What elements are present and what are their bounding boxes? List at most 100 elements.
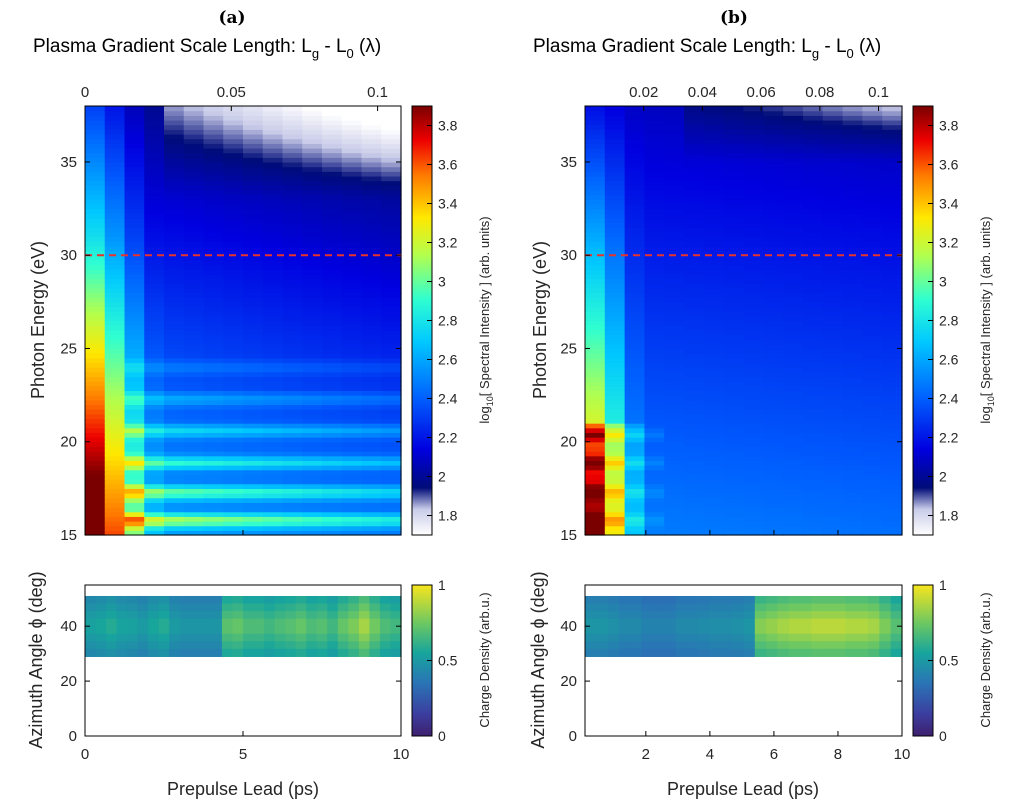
heatmap-cell xyxy=(183,133,205,140)
heatmap-cell xyxy=(85,441,106,447)
heatmap-cell xyxy=(243,292,264,298)
heatmap-cell xyxy=(842,292,863,298)
heatmap-cell xyxy=(703,362,725,368)
heatmap-cell xyxy=(604,106,626,112)
heatmap-cell xyxy=(763,320,784,326)
heatmap-cell xyxy=(223,381,244,387)
heatmap-cell xyxy=(164,479,185,485)
heatmap-cell xyxy=(624,147,646,154)
heatmap-cell xyxy=(262,213,284,219)
colorbar-tick-label: 2.4 xyxy=(939,391,959,407)
y-tick-label: 40 xyxy=(60,618,77,635)
heatmap-cell xyxy=(703,231,725,238)
heatmap-cell xyxy=(802,320,824,326)
heatmap-cell xyxy=(341,497,363,503)
heatmap-cell xyxy=(664,147,685,154)
heatmap-cell xyxy=(862,418,883,424)
heatmap-cell xyxy=(322,217,343,224)
heatmap-cell xyxy=(585,133,606,140)
heatmap-cell xyxy=(203,133,224,140)
charge-cell xyxy=(743,611,756,620)
heatmap-cell xyxy=(183,413,205,420)
heatmap-cell xyxy=(104,460,126,466)
heatmap-cell xyxy=(262,381,284,387)
heatmap-cell xyxy=(183,404,205,410)
heatmap-cell xyxy=(723,357,745,364)
heatmap-cell xyxy=(862,315,883,322)
heatmap-cell xyxy=(822,446,844,452)
heatmap-cell xyxy=(262,418,284,424)
heatmap-cell xyxy=(104,273,126,280)
heatmap-cell xyxy=(763,180,784,186)
heatmap-cell xyxy=(862,297,883,303)
heatmap-cell xyxy=(585,115,606,121)
heatmap-cell xyxy=(763,381,784,387)
heatmap-cell xyxy=(341,357,363,364)
heatmap-cell xyxy=(644,315,665,322)
charge-cell xyxy=(169,633,181,642)
heatmap-cell xyxy=(703,413,725,420)
heatmap-cell xyxy=(624,199,646,205)
charge-cell xyxy=(127,603,139,612)
heatmap-cell xyxy=(322,348,343,354)
heatmap-cell xyxy=(842,502,863,508)
heatmap-cell xyxy=(262,236,284,242)
heatmap-cell xyxy=(664,474,685,480)
heatmap-cell xyxy=(624,488,646,494)
heatmap-cell xyxy=(743,199,764,205)
heatmap-cell xyxy=(223,152,244,158)
heatmap-cell xyxy=(684,451,705,457)
heatmap-cell xyxy=(322,278,343,284)
heatmap-cell xyxy=(585,390,606,396)
top-tick-label: 0.06 xyxy=(747,84,776,101)
charge-cell xyxy=(274,595,286,605)
heatmap-cell xyxy=(604,367,626,373)
heatmap-cell xyxy=(124,367,145,373)
heatmap-cell xyxy=(703,287,725,294)
heatmap-cell xyxy=(624,451,646,457)
heatmap-cell xyxy=(862,432,883,438)
heatmap-cell xyxy=(203,264,224,270)
heatmap-cell xyxy=(585,194,606,200)
charge-cell xyxy=(221,641,234,650)
heatmap-cell xyxy=(783,493,804,499)
heatmap-cell xyxy=(282,283,303,289)
heatmap-cell xyxy=(104,194,126,200)
heatmap-cell xyxy=(262,138,284,144)
heatmap-cell xyxy=(604,376,626,382)
heatmap-cell xyxy=(604,432,626,438)
heatmap-cell xyxy=(842,404,863,410)
heatmap-cell xyxy=(243,446,264,452)
heatmap-cell xyxy=(604,241,626,247)
charge-cell xyxy=(379,641,392,650)
heatmap-cell xyxy=(85,353,106,359)
heatmap-cell xyxy=(243,152,264,158)
heatmap-cell xyxy=(104,357,126,364)
charge-cell xyxy=(732,641,745,650)
heatmap-cell xyxy=(862,404,883,410)
charge-cell xyxy=(766,626,779,635)
heatmap-cell xyxy=(743,507,764,513)
heatmap-cell xyxy=(124,287,145,294)
heatmap-cell xyxy=(381,367,402,373)
heatmap-cell xyxy=(223,264,244,270)
heatmap-cell xyxy=(743,203,764,210)
heatmap-cell xyxy=(85,283,106,289)
heatmap-cell xyxy=(223,451,244,457)
heatmap-cell xyxy=(302,376,323,382)
heatmap-cell xyxy=(361,166,382,172)
heatmap-cell xyxy=(882,385,903,392)
heatmap-cell xyxy=(783,404,804,410)
heatmap-cell xyxy=(381,203,402,210)
heatmap-cell xyxy=(164,325,185,331)
heatmap-cell xyxy=(585,483,606,489)
heatmap-cell xyxy=(361,390,382,396)
heatmap-cell xyxy=(604,315,626,322)
heatmap-cell xyxy=(322,320,343,326)
charge-cell xyxy=(879,626,892,635)
heatmap-cell xyxy=(302,334,323,340)
heatmap-cell xyxy=(743,381,764,387)
heatmap-cell xyxy=(862,241,883,247)
heatmap-cell xyxy=(164,493,185,499)
heatmap-cell xyxy=(862,521,883,527)
